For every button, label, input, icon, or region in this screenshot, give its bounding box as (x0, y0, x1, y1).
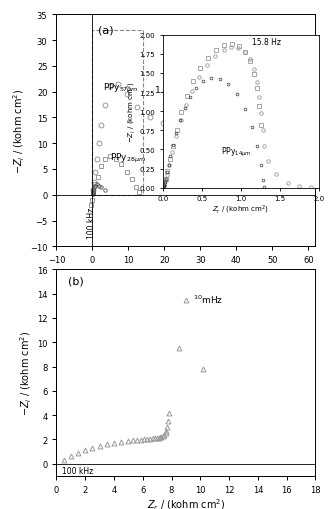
Y-axis label: $-Z_i$ / (kohm cm$^2$): $-Z_i$ / (kohm cm$^2$) (12, 89, 27, 174)
Bar (92, 31, 143, 195)
X-axis label: $Z_r$ / (kohm cm$^2$): $Z_r$ / (kohm cm$^2$) (212, 203, 269, 216)
Text: 1.25 Hz: 1.25 Hz (155, 86, 190, 95)
Text: 100 kHz: 100 kHz (62, 466, 93, 475)
Y-axis label: $-Z_i$ / (kohm cm$^2$): $-Z_i$ / (kohm cm$^2$) (125, 81, 138, 143)
Y-axis label: $-Z_i$ / (kohm cm$^2$): $-Z_i$ / (kohm cm$^2$) (19, 330, 34, 415)
Text: $^{10}$mHz: $^{10}$mHz (193, 293, 223, 306)
Text: PPy$_{28\mu m}$: PPy$_{28\mu m}$ (111, 152, 146, 165)
Text: 100 kHz: 100 kHz (87, 207, 96, 239)
Text: (b): (b) (68, 276, 84, 287)
Text: PPy$_{57\mu m}$: PPy$_{57\mu m}$ (103, 81, 139, 94)
Text: PPy$_{14\mu m}$: PPy$_{14\mu m}$ (221, 146, 252, 158)
X-axis label: $Z_r$ / (kohm cm$^2$): $Z_r$ / (kohm cm$^2$) (147, 268, 225, 283)
X-axis label: $Z_r$ / (kohm cm$^2$): $Z_r$ / (kohm cm$^2$) (147, 497, 225, 509)
Text: 10 mHz: 10 mHz (271, 181, 302, 190)
Text: (a): (a) (98, 25, 114, 35)
Text: 15.8 Hz: 15.8 Hz (252, 38, 282, 47)
